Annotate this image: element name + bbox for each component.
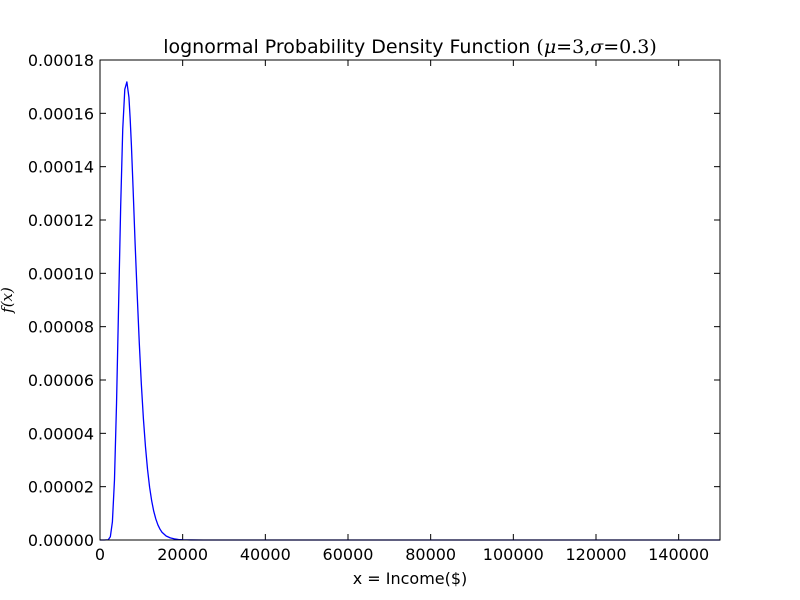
x-tick-label: 20000: [157, 545, 208, 564]
x-tick-label: 0: [95, 545, 105, 564]
y-tick-labels: 0.00000 0.00002 0.00004 0.00006 0.00008 0.000…: [28, 51, 94, 550]
y-tick-label: 0.00006: [28, 371, 94, 390]
title-comma: ,: [584, 36, 590, 58]
y-tick-label: 0.00010: [28, 264, 94, 283]
y-tick-label: 0.00008: [28, 318, 94, 337]
title-open-paren: (: [536, 36, 543, 58]
x-tick-label: 100000: [483, 545, 544, 564]
x-tick-label: 60000: [323, 545, 374, 564]
title-sigma-value: =0.3: [603, 36, 649, 58]
x-tick-label: 40000: [240, 545, 291, 564]
y-tick-label: 0.00012: [28, 211, 94, 230]
x-tick-label: 80000: [405, 545, 456, 564]
y-tick-label: 0.00000: [28, 531, 94, 550]
chart-title: lognormal Probability Density Function (…: [163, 36, 657, 58]
title-sigma-symbol: σ: [590, 36, 604, 58]
y-tick-label: 0.00002: [28, 478, 94, 497]
y-tick-label: 0.00018: [28, 51, 94, 70]
x-tick-label: 140000: [648, 545, 709, 564]
x-axis-label: x = Income($): [353, 569, 468, 588]
y-tick-label: 0.00016: [28, 104, 94, 123]
title-close-paren: ): [649, 36, 656, 58]
title-prefix: lognormal Probability Density Function: [163, 36, 536, 58]
y-tick-label: 0.00004: [28, 424, 94, 443]
y-tick-label: 0.00014: [28, 158, 94, 177]
title-mu-symbol: μ: [544, 36, 556, 58]
x-tick-label: 120000: [565, 545, 626, 564]
plot-area: [99, 59, 721, 541]
y-axis-label: f(x): [0, 287, 16, 314]
plot-frame: [99, 59, 721, 541]
title-mu-value: =3: [556, 36, 584, 58]
x-tick-labels: 0 20000 40000 60000 80000 100000 120000 140000: [95, 545, 709, 564]
plot-background: [100, 60, 720, 540]
